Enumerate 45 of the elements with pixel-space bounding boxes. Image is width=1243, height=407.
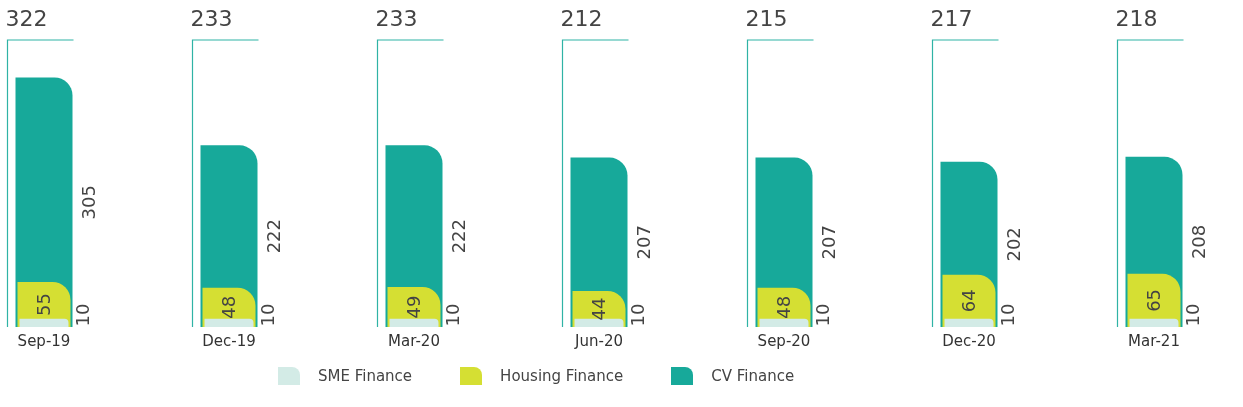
data-label: 207	[818, 225, 839, 260]
data-label: 44	[588, 297, 610, 321]
bar	[19, 318, 69, 327]
legend-label: SME Finance	[318, 367, 413, 385]
x-tick-label: Sep-20	[757, 331, 811, 350]
x-tick-label: Jun-20	[574, 331, 623, 350]
x-tick-label: Mar-20	[388, 331, 440, 350]
x-tick-label: Mar-21	[1128, 331, 1180, 350]
text: 322	[5, 6, 48, 31]
data-label: 48	[218, 295, 240, 319]
data-label: 10	[997, 303, 1018, 327]
text: 233	[190, 6, 233, 31]
data-label: 207	[633, 225, 654, 260]
legend-label: CV Finance	[711, 367, 795, 385]
x-tick-label: Dec-19	[202, 331, 256, 350]
data-label: 65	[1143, 288, 1165, 312]
text: 218	[1115, 6, 1158, 31]
bar	[1129, 318, 1179, 327]
x-tick-label: Sep-19	[17, 331, 71, 350]
data-label: 208	[1188, 224, 1209, 260]
data-label: 202	[1003, 227, 1024, 262]
x-tick-label: Dec-20	[942, 331, 996, 350]
data-label: 64	[958, 289, 980, 313]
text: 212	[560, 6, 603, 31]
text: 233	[375, 6, 418, 31]
data-label: 222	[263, 218, 284, 254]
data-label: 10	[442, 303, 463, 327]
data-label: 49	[403, 295, 425, 319]
data-label: 10	[257, 303, 278, 327]
text: 215	[745, 6, 788, 31]
text: 217	[930, 6, 973, 31]
bar	[389, 318, 439, 327]
data-label: 48	[773, 295, 795, 319]
data-label: 10	[72, 303, 93, 327]
bar	[204, 318, 254, 327]
bar	[944, 318, 994, 327]
legend-label: Housing Finance	[500, 367, 624, 385]
data-label: 305	[78, 185, 99, 220]
data-label: 10	[627, 303, 648, 327]
data-label: 10	[812, 303, 833, 327]
data-label: 222	[448, 218, 469, 254]
data-label: 55	[33, 293, 55, 316]
data-label: 10	[1182, 303, 1203, 327]
bar	[574, 318, 624, 327]
bar	[759, 318, 809, 327]
